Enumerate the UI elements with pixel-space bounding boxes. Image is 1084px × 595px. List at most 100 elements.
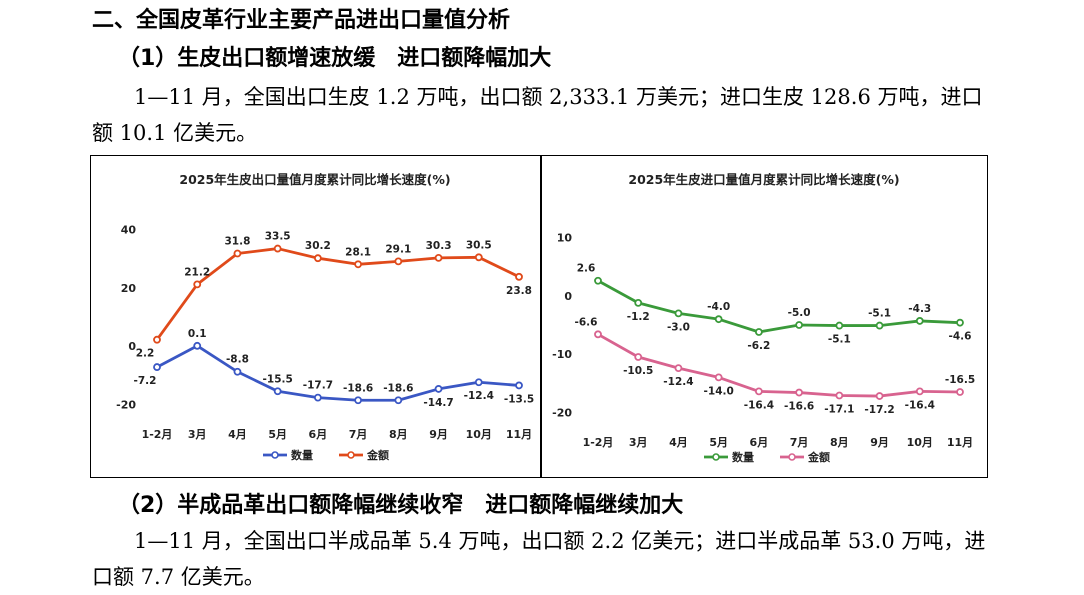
data-label: -16.5 bbox=[945, 374, 975, 386]
data-point bbox=[674, 364, 683, 372]
data-point bbox=[956, 388, 964, 396]
data-label: 29.1 bbox=[385, 243, 411, 255]
data-point bbox=[515, 272, 523, 281]
x-tick-label: 4月 bbox=[669, 436, 688, 449]
y-tick-label: 40 bbox=[121, 224, 137, 237]
data-label: -6.2 bbox=[747, 340, 770, 352]
x-tick-label: 11月 bbox=[506, 428, 532, 441]
x-tick-label: 5月 bbox=[268, 428, 287, 441]
subsection-title-1: （1）生皮出口额增速放缓 进口额降幅加大 bbox=[118, 46, 552, 71]
data-point bbox=[795, 321, 804, 329]
data-point bbox=[153, 335, 161, 344]
data-label: -14.0 bbox=[704, 385, 734, 397]
data-point bbox=[674, 309, 683, 318]
x-tick-label: 6月 bbox=[750, 436, 769, 449]
data-point bbox=[354, 396, 363, 405]
data-point bbox=[273, 387, 282, 396]
data-point bbox=[233, 249, 242, 258]
data-point bbox=[233, 367, 242, 376]
x-tick-label: 8月 bbox=[389, 428, 408, 441]
data-point bbox=[714, 315, 723, 324]
x-tick-label: 1-2月 bbox=[583, 436, 614, 449]
data-label: -13.5 bbox=[504, 393, 534, 405]
data-point bbox=[193, 341, 202, 350]
y-tick-label: -20 bbox=[116, 398, 136, 411]
legend-marker bbox=[347, 451, 355, 459]
section-title: 二、全国皮革行业主要产品进出口量值分析 bbox=[92, 8, 511, 33]
x-tick-label: 4月 bbox=[228, 428, 247, 441]
legend-label: 数量 bbox=[291, 448, 313, 462]
data-point bbox=[835, 321, 844, 330]
data-label: -5.0 bbox=[788, 307, 811, 319]
data-label: -4.6 bbox=[949, 331, 972, 343]
x-tick-label: 10月 bbox=[907, 436, 933, 449]
data-point bbox=[634, 298, 643, 307]
data-point bbox=[915, 387, 924, 396]
data-label: -18.6 bbox=[383, 382, 413, 394]
y-tick-label: -20 bbox=[552, 406, 572, 419]
x-tick-label: 11月 bbox=[947, 436, 973, 449]
paragraph-2: 1—11 月，全国出口半成品革 5.4 万吨，出口额 2.2 亿美元；进口半成品… bbox=[92, 529, 986, 589]
data-label: 2.6 bbox=[577, 263, 596, 275]
data-label: 30.2 bbox=[305, 240, 331, 252]
legend-marker bbox=[271, 451, 279, 459]
data-point bbox=[394, 257, 403, 266]
data-label: -16.4 bbox=[905, 399, 935, 411]
series-line bbox=[155, 344, 521, 402]
x-tick-label: 5月 bbox=[709, 436, 728, 449]
data-point bbox=[515, 381, 523, 390]
data-point bbox=[313, 393, 322, 402]
data-label: -17.7 bbox=[303, 380, 333, 392]
data-point bbox=[754, 328, 763, 336]
x-tick-label: 9月 bbox=[870, 436, 889, 449]
data-point bbox=[915, 317, 924, 325]
data-label: -12.4 bbox=[464, 390, 494, 402]
data-point bbox=[153, 363, 161, 371]
data-label: 2.2 bbox=[136, 348, 155, 360]
x-tick-label: 7月 bbox=[790, 436, 809, 449]
data-label: 0.1 bbox=[188, 328, 207, 340]
data-point bbox=[193, 280, 202, 289]
data-label: -1.2 bbox=[627, 311, 650, 323]
data-point bbox=[313, 254, 322, 263]
data-point bbox=[434, 253, 443, 262]
x-tick-label: 3月 bbox=[629, 436, 648, 449]
data-label: 30.3 bbox=[426, 240, 452, 252]
data-point bbox=[594, 276, 602, 285]
legend-label: 数量 bbox=[732, 450, 754, 464]
charts-panel: 2025年生皮出口量值月度累计同比增长速度(%) -20 0 20 40 1-2月 3月 4月… bbox=[90, 155, 988, 478]
x-tick-label: 9月 bbox=[429, 428, 448, 441]
data-point bbox=[474, 378, 483, 387]
y-tick-label: 0 bbox=[564, 290, 572, 303]
data-label: -16.4 bbox=[744, 399, 774, 411]
data-label: -3.0 bbox=[667, 321, 690, 333]
data-point bbox=[714, 373, 723, 382]
data-label: -12.4 bbox=[663, 376, 693, 388]
series-line bbox=[596, 279, 962, 334]
chart-title: 2025年生皮进口量值月度累计同比增长速度(%) bbox=[628, 172, 899, 187]
subsection-title-2: （2）半成品革出口额降幅继续收窄 进口额降幅继续加大 bbox=[118, 493, 684, 518]
x-tick-label: 8月 bbox=[830, 436, 849, 449]
x-tick-label: 1-2月 bbox=[142, 428, 173, 441]
data-point bbox=[875, 321, 884, 330]
legend-marker bbox=[788, 453, 796, 461]
data-point bbox=[835, 391, 844, 400]
data-label: -4.3 bbox=[908, 303, 931, 315]
data-point bbox=[754, 387, 763, 396]
data-point bbox=[394, 396, 403, 405]
data-label: -16.6 bbox=[784, 401, 814, 413]
data-point bbox=[795, 388, 804, 397]
x-tick-label: 3月 bbox=[188, 428, 207, 441]
y-tick-label: 10 bbox=[557, 232, 573, 245]
data-point bbox=[354, 260, 363, 269]
data-label: 30.5 bbox=[466, 239, 492, 251]
data-label: -6.6 bbox=[575, 316, 598, 328]
data-point bbox=[273, 244, 282, 253]
data-label: -18.6 bbox=[343, 382, 373, 394]
y-tick-label: 20 bbox=[121, 282, 137, 295]
data-label: 21.2 bbox=[184, 266, 210, 278]
y-tick-label: -10 bbox=[552, 348, 572, 361]
data-label: -8.8 bbox=[226, 354, 249, 366]
data-label: -10.5 bbox=[623, 365, 653, 377]
data-label: -4.0 bbox=[707, 301, 730, 313]
